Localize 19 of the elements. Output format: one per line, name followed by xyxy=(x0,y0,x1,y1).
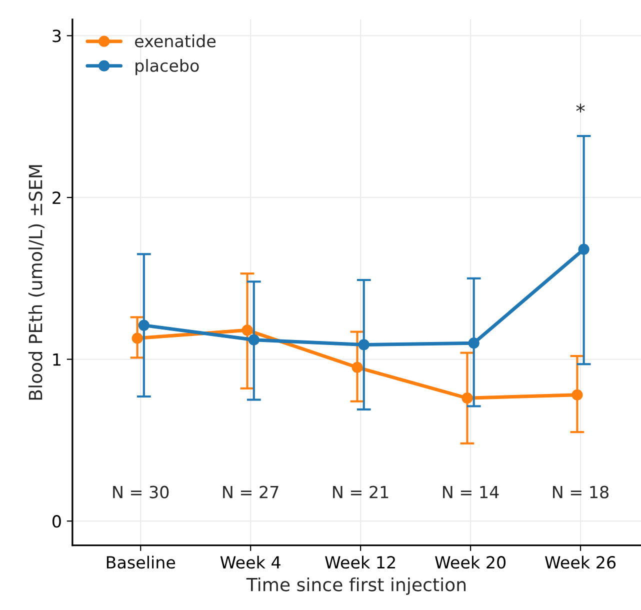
y-tick-label: 0 xyxy=(52,515,61,528)
x-tick-label: Week 26 xyxy=(544,556,616,569)
legend-label: exenatide xyxy=(135,34,216,48)
annotation: N = 21 xyxy=(333,486,388,498)
annotation: N = 30 xyxy=(113,486,169,498)
x-tick-label: Week 20 xyxy=(435,556,506,569)
annotation: N = 18 xyxy=(553,486,608,498)
x-tick-label: Week 4 xyxy=(220,556,280,569)
y-tick-label: 2 xyxy=(52,191,60,204)
x-axis-title: Time since first injection xyxy=(246,577,466,595)
y-axis-title: Blood PEth (umol/L) ±SEM xyxy=(28,165,44,400)
annotation: N = 27 xyxy=(223,486,278,498)
y-tick-label: 1 xyxy=(53,353,60,366)
y-tick-label: 3 xyxy=(52,30,61,42)
x-tick-label: Baseline xyxy=(106,556,176,569)
annotation: * xyxy=(576,104,585,113)
legend-label: placebo xyxy=(136,58,199,76)
annotation: N = 14 xyxy=(443,486,499,498)
x-tick-label: Week 12 xyxy=(325,556,395,569)
